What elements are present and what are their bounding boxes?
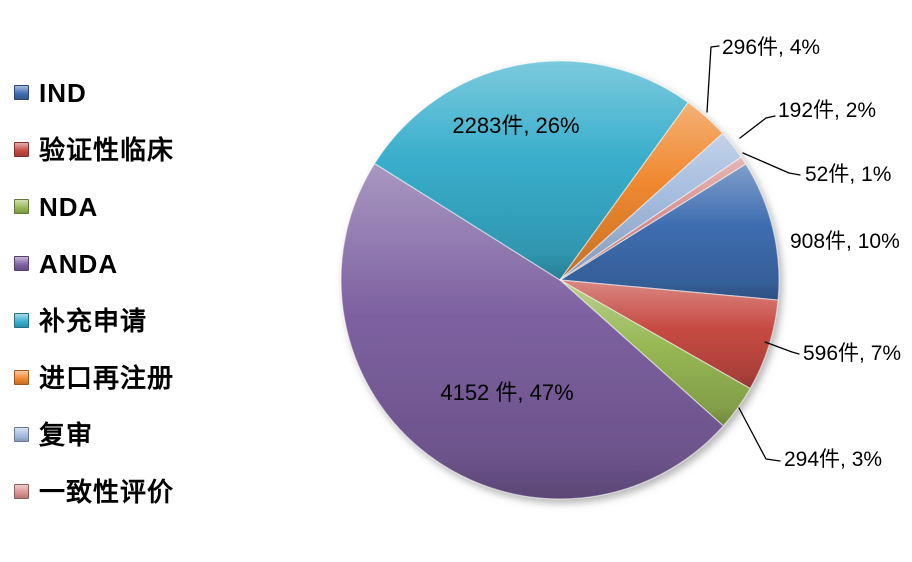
slice-label: 294件, 3% — [784, 448, 882, 471]
leader-line — [764, 341, 800, 355]
legend-item: 补充申请 — [14, 292, 174, 349]
legend-swatch-icon — [14, 199, 29, 214]
legend-label: 验证性临床 — [39, 134, 175, 165]
legend-label: IND — [39, 77, 87, 108]
legend-item: 验证性临床 — [14, 121, 174, 178]
legend-item: ANDA — [14, 235, 174, 292]
pie-slice — [559, 163, 780, 301]
legend-label: 进口再注册 — [39, 362, 175, 393]
leader-line — [738, 407, 781, 462]
slice-label: 4152 件, 47% — [440, 380, 573, 405]
slice-label: 908件, 10% — [790, 230, 900, 253]
legend-label: ANDA — [39, 248, 119, 279]
legend-item: 一致性评价 — [14, 463, 174, 520]
legend-label: 复审 — [39, 419, 94, 450]
legend-swatch-icon — [14, 427, 29, 442]
legend-swatch-icon — [14, 256, 29, 271]
legend-item: NDA — [14, 178, 174, 235]
pie-slice — [340, 162, 724, 500]
slice-label: 296件, 4% — [722, 36, 820, 59]
pie-slice — [559, 156, 747, 281]
slice-label: 2283件, 26% — [452, 113, 579, 138]
slice-label: 596件, 7% — [803, 342, 901, 365]
leader-line — [739, 115, 776, 139]
legend-label: 一致性评价 — [39, 476, 175, 507]
slice-label: 52件, 1% — [805, 163, 891, 186]
legend-swatch-icon — [14, 370, 29, 385]
legend-label: NDA — [39, 191, 99, 222]
slice-label: 192件, 2% — [778, 99, 876, 122]
pie-slice — [374, 60, 689, 281]
legend-swatch-icon — [14, 142, 29, 157]
legend-swatch-icon — [14, 313, 29, 328]
legend-swatch-icon — [14, 484, 29, 499]
legend-swatch-icon — [14, 85, 29, 100]
legend-label: 补充申请 — [39, 305, 148, 336]
pie-slices-group — [340, 60, 780, 500]
leader-line — [742, 152, 801, 176]
legend-item: 进口再注册 — [14, 349, 174, 406]
legend-item: 复审 — [14, 406, 174, 463]
chart-legend: IND 验证性临床 NDA ANDA 补充申请进口再注册复审一致性评价 — [14, 64, 174, 520]
legend-item: IND — [14, 64, 174, 121]
leader-line — [706, 45, 720, 113]
